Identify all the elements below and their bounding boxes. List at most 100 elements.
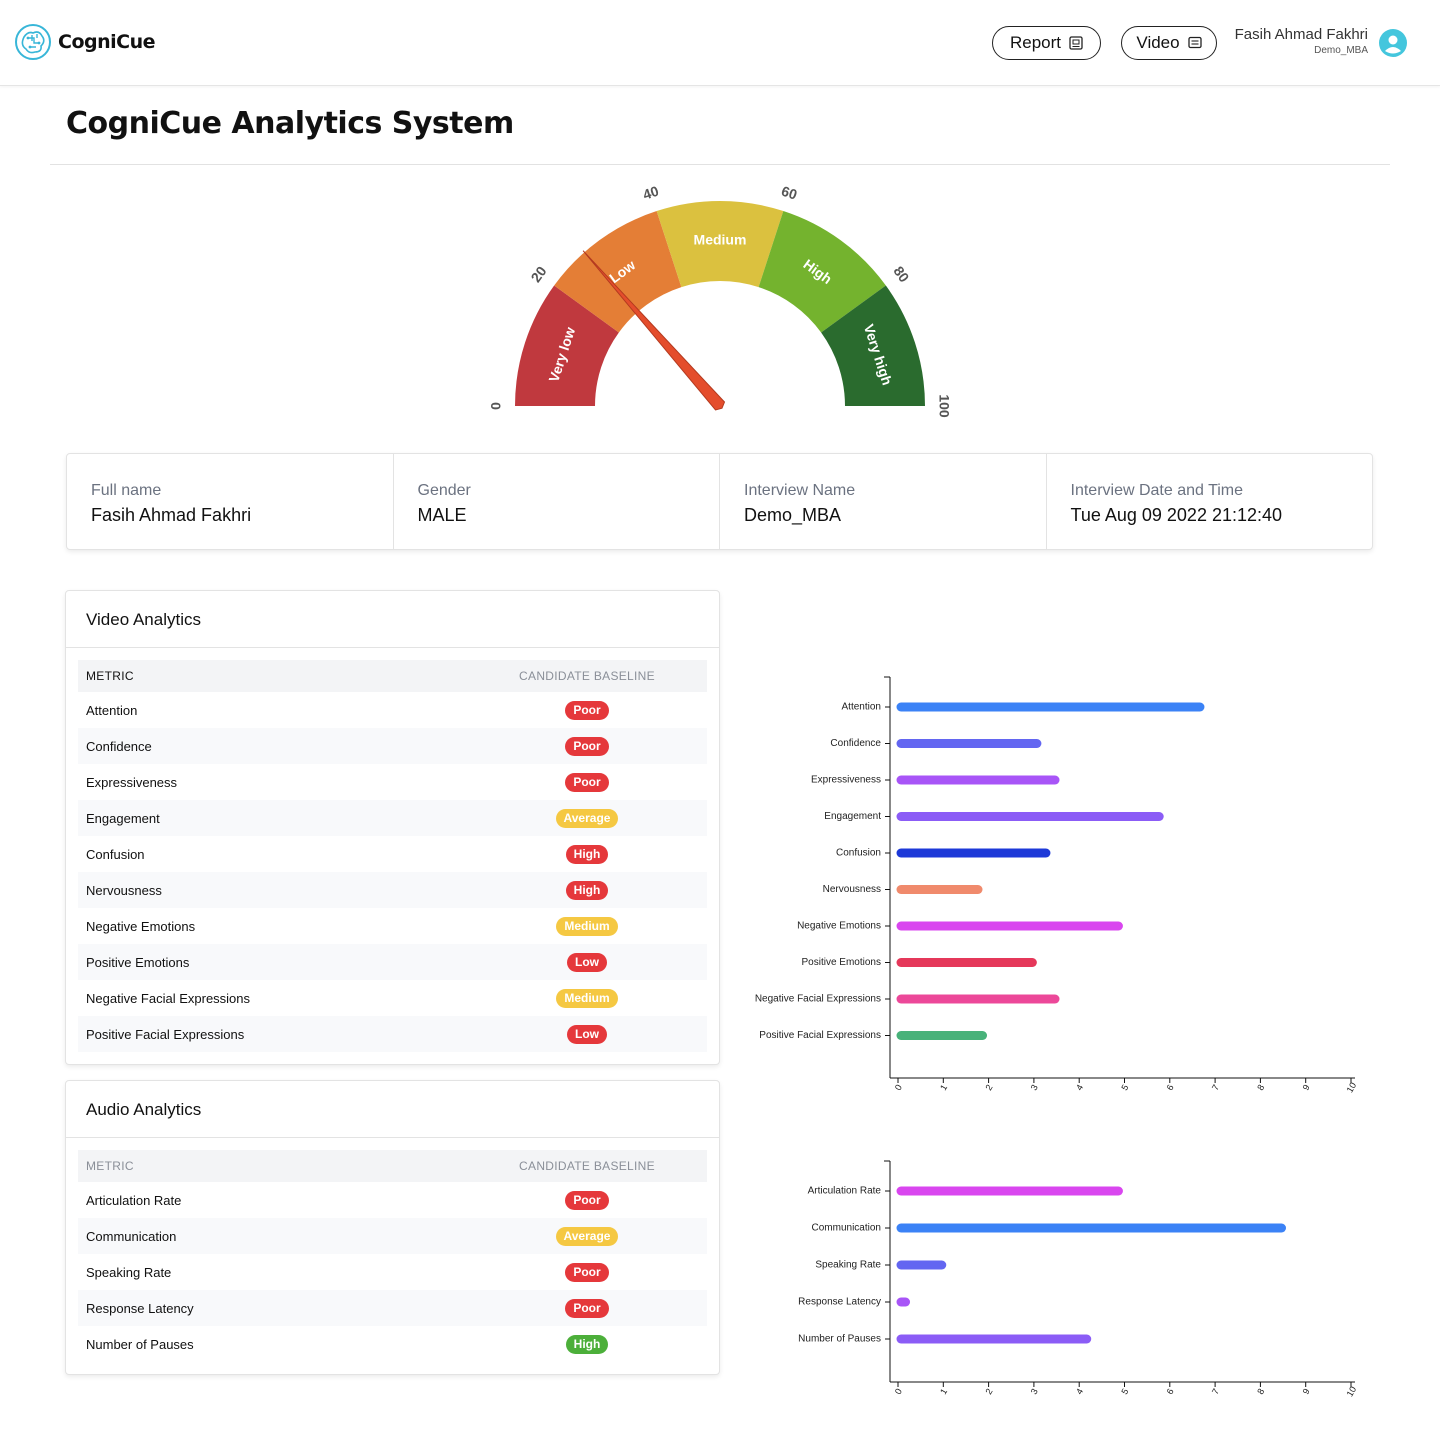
category-label: Confusion [836, 848, 881, 859]
user-subtitle: Demo_MBA [1314, 45, 1368, 56]
x-tick-label: 9 [1301, 1083, 1312, 1092]
x-tick-label: 0 [893, 1083, 904, 1092]
user-avatar-icon[interactable] [1379, 29, 1407, 57]
baseline-cell: Poor [467, 700, 707, 720]
gauge-tick-label: 60 [779, 183, 799, 203]
x-tick-label: 10 [1345, 1081, 1359, 1095]
x-tick-label: 0 [893, 1387, 904, 1396]
metric-name: Negative Facial Expressions [86, 990, 251, 1006]
baseline-badge: Medium [556, 916, 618, 936]
brand-logo[interactable]: CogniCue [14, 23, 156, 61]
audio-analytics-table: METRIC CANDIDATE BASELINE Articulation R… [78, 1150, 707, 1362]
metric-name: Attention [86, 702, 138, 718]
baseline-badge: Average [555, 808, 619, 828]
gauge-tick-label: 80 [890, 263, 912, 285]
baseline-column-header: CANDIDATE BASELINE [519, 669, 655, 683]
baseline-badge: Low [567, 1024, 607, 1044]
x-tick-label: 1 [938, 1387, 949, 1396]
baseline-cell: High [467, 1334, 707, 1354]
brand-name: CogniCue [58, 31, 156, 53]
metric-name: Positive Facial Expressions [86, 1026, 245, 1042]
table-row: Confidence Poor [78, 728, 707, 764]
interview-name-value: Demo_MBA [744, 505, 842, 525]
category-label: Response Latency [798, 1297, 881, 1308]
baseline-cell: Average [467, 808, 707, 828]
interview-datetime-label: Interview Date and Time [1070, 482, 1244, 499]
user-name: Fasih Ahmad Fakhri [1234, 26, 1368, 43]
baseline-badge: High [565, 1334, 609, 1354]
metric-name: Positive Emotions [86, 954, 190, 970]
video-button-label: Video [1136, 33, 1180, 52]
category-label: Negative Facial Expressions [755, 994, 881, 1005]
video-button[interactable]: Video [1121, 26, 1217, 60]
metric-name: Speaking Rate [86, 1264, 172, 1280]
table-row: Expressiveness Poor [78, 764, 707, 800]
x-tick-label: 6 [1165, 1387, 1176, 1396]
metric-column-header: METRIC [86, 669, 134, 683]
audio-analytics-card: Audio Analytics METRIC CANDIDATE BASELIN… [65, 1080, 720, 1375]
x-tick-label: 1 [938, 1083, 949, 1092]
x-tick-label: 5 [1119, 1387, 1130, 1396]
candidate-info-card: Full name Fasih Ahmad Fakhri Gender MALE… [66, 453, 1373, 550]
baseline-badge: Poor [565, 772, 609, 792]
category-label: Articulation Rate [808, 1186, 882, 1197]
gauge-segment [515, 285, 619, 406]
baseline-cell: Poor [467, 1298, 707, 1318]
metric-name: Communication [86, 1228, 177, 1244]
video-analytics-table: METRIC CANDIDATE BASELINE Attention Poor C… [78, 660, 707, 1052]
table-row: Articulation Rate Poor [78, 1182, 707, 1218]
x-tick-label: 5 [1119, 1083, 1130, 1092]
x-tick-label: 10 [1345, 1385, 1359, 1399]
audio-analytics-title: Audio Analytics [66, 1081, 719, 1138]
table-row: Confusion High [78, 836, 707, 872]
x-tick-label: 6 [1165, 1083, 1176, 1092]
x-tick-label: 7 [1210, 1083, 1221, 1092]
table-row: Speaking Rate Poor [78, 1254, 707, 1290]
full-name-label: Full name [91, 482, 162, 499]
x-tick-label: 3 [1029, 1387, 1040, 1396]
baseline-cell: Low [467, 1024, 707, 1044]
table-row: Engagement Average [78, 800, 707, 836]
table-row: Positive Facial Expressions Low [78, 1016, 707, 1052]
gauge-segment [758, 211, 886, 333]
category-label: Expressiveness [811, 775, 881, 786]
table-row: Positive Emotions Low [78, 944, 707, 980]
x-tick-label: 2 [983, 1387, 994, 1396]
baseline-cell: Poor [467, 772, 707, 792]
baseline-cell: Poor [467, 1190, 707, 1210]
baseline-cell: Low [467, 952, 707, 972]
gender-cell: Gender MALE [394, 454, 720, 549]
top-header: CogniCue Report Video Fasih Ahmad Fakhri… [0, 0, 1440, 86]
baseline-badge: Low [567, 952, 607, 972]
gender-value: MALE [417, 505, 467, 525]
interview-name-label: Interview Name [744, 482, 856, 499]
category-label: Confidence [830, 738, 881, 749]
full-name-cell: Full name Fasih Ahmad Fakhri [67, 454, 394, 549]
baseline-badge: Poor [565, 1190, 609, 1210]
interview-datetime-value: Tue Aug 09 2022 21:12:40 [1070, 505, 1283, 525]
baseline-badge: Poor [565, 1298, 609, 1318]
gauge-tick-label: 100 [936, 394, 952, 418]
baseline-badge: Poor [565, 736, 609, 756]
x-tick-label: 7 [1210, 1387, 1221, 1396]
metric-name: Number of Pauses [86, 1336, 194, 1352]
metric-name: Engagement [86, 810, 160, 826]
table-row: Attention Poor [78, 692, 707, 728]
table-row: Negative Facial Expressions Medium [78, 980, 707, 1016]
pdf-icon [1069, 36, 1083, 50]
baseline-badge: High [565, 880, 609, 900]
gauge-segment [554, 211, 682, 333]
category-label: Negative Emotions [797, 921, 881, 932]
category-label: Attention [842, 702, 881, 713]
table-row: Communication Average [78, 1218, 707, 1254]
user-info[interactable]: Fasih Ahmad Fakhri Demo_MBA [1235, 26, 1368, 56]
baseline-cell: Medium [467, 988, 707, 1008]
table-header: METRIC CANDIDATE BASELINE [78, 660, 707, 692]
video-analytics-title: Video Analytics [66, 591, 719, 648]
baseline-column-header: CANDIDATE BASELINE [519, 1159, 655, 1173]
report-button[interactable]: Report [992, 26, 1101, 60]
metric-name: Response Latency [86, 1300, 194, 1316]
x-tick-label: 4 [1074, 1387, 1085, 1396]
gauge-segment-label: Medium [694, 232, 747, 248]
